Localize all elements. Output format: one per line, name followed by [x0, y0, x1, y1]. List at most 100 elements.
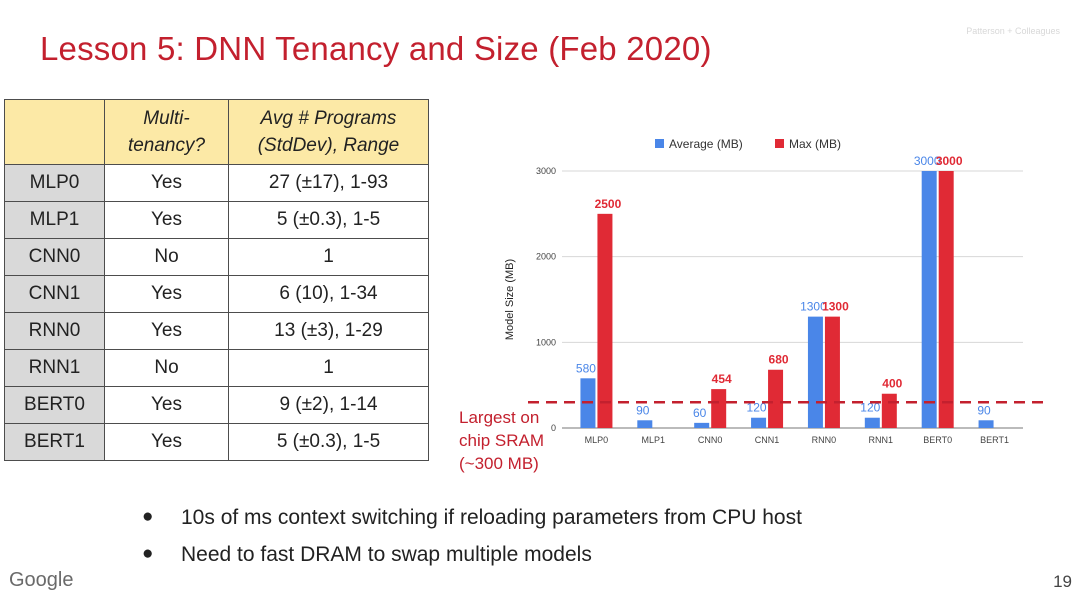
- data-label-max: 2500: [595, 197, 622, 211]
- x-tick-label: CNN1: [755, 435, 780, 445]
- sram-label-line1: Largest on: [459, 408, 540, 427]
- table-row: BERT1 Yes 5 (±0.3), 1-5: [4, 423, 429, 461]
- legend-swatch: [775, 139, 784, 148]
- legend-label: Max (MB): [789, 137, 841, 151]
- x-tick-label: CNN0: [698, 435, 723, 445]
- multi-tenancy-cell: Yes: [104, 312, 229, 350]
- programs-cell: 27 (±17), 1-93: [228, 164, 429, 202]
- x-tick-label: MLP1: [642, 435, 666, 445]
- bar-average: [921, 171, 937, 428]
- header-multi-tenancy-line2: tenancy?: [127, 135, 206, 156]
- table-body: MLP0 Yes 27 (±17), 1-93 MLP1 Yes 5 (±0.3), 1-…: [4, 164, 429, 461]
- bullet-text: 10s of ms context switching if reloading…: [181, 506, 802, 529]
- legend-swatch: [655, 139, 664, 148]
- y-tick-label: 3000: [536, 166, 556, 176]
- model-cell: MLP1: [4, 201, 105, 239]
- data-label-average: 1300: [800, 300, 827, 314]
- bar-average: [807, 316, 823, 428]
- y-axis-label: Model Size (MB): [504, 259, 516, 340]
- data-label-max: 400: [882, 377, 902, 391]
- table-header-row: Multi- tenancy? Avg # Programs (StdDev),…: [4, 99, 429, 165]
- header-avg-programs-line2: (StdDev), Range: [257, 135, 400, 156]
- programs-cell: 13 (±3), 1-29: [228, 312, 429, 350]
- y-tick-label: 2000: [536, 252, 556, 262]
- x-tick-label: MLP0: [585, 435, 609, 445]
- data-label-average: 120: [747, 401, 767, 415]
- header-avg-programs-line1: Avg # Programs: [260, 108, 397, 129]
- model-cell: CNN0: [4, 238, 105, 276]
- model-cell: RNN1: [4, 349, 105, 387]
- multi-tenancy-cell: Yes: [104, 164, 229, 202]
- table-row: MLP1 Yes 5 (±0.3), 1-5: [4, 201, 429, 239]
- data-label-max: 3000: [936, 154, 963, 168]
- model-size-chart: 0 1000 2000 3000 Model Size (MB) 580 2500 MLP0 9…: [504, 137, 1048, 445]
- bullet-item: ● Need to fast DRAM to swap multiple mod…: [142, 543, 802, 580]
- bullet-item: ● 10s of ms context switching if reloadi…: [142, 506, 802, 543]
- multi-tenancy-cell: Yes: [104, 275, 229, 313]
- legend-label: Average (MB): [669, 137, 743, 151]
- model-cell: BERT1: [4, 423, 105, 461]
- watermark: Patterson + Colleagues: [966, 26, 1060, 36]
- programs-cell: 1: [228, 238, 429, 276]
- multi-tenancy-cell: No: [104, 349, 229, 387]
- bar-average: [864, 417, 880, 428]
- data-label-max: 1300: [822, 300, 849, 314]
- sram-label: Largest on chip SRAM (~300 MB): [459, 406, 544, 475]
- x-tick-label: BERT0: [923, 435, 952, 445]
- table-row: CNN0 No 1: [4, 238, 429, 276]
- bar-average: [978, 420, 994, 428]
- y-tick-label: 1000: [536, 337, 556, 347]
- header-multi-tenancy-line1: Multi-: [143, 108, 190, 129]
- x-tick-label: RNN1: [869, 435, 894, 445]
- x-tick-label: BERT1: [980, 435, 1009, 445]
- bullet-text: Need to fast DRAM to swap multiple model…: [181, 543, 592, 566]
- programs-cell: 9 (±2), 1-14: [228, 386, 429, 424]
- bar-max: [824, 316, 840, 428]
- programs-cell: 5 (±0.3), 1-5: [228, 423, 429, 461]
- bullet-dot-icon: ●: [142, 506, 154, 527]
- model-cell: MLP0: [4, 164, 105, 202]
- table-row: CNN1 Yes 6 (10), 1-34: [4, 275, 429, 313]
- multi-tenancy-cell: Yes: [104, 201, 229, 239]
- bar-average: [751, 417, 767, 428]
- sram-label-line2: chip SRAM: [459, 431, 545, 450]
- header-multi-tenancy: Multi- tenancy?: [104, 99, 229, 165]
- model-cell: BERT0: [4, 386, 105, 424]
- bar-max: [938, 171, 954, 428]
- programs-cell: 6 (10), 1-34: [228, 275, 429, 313]
- header-avg-programs: Avg # Programs (StdDev), Range: [228, 99, 429, 165]
- data-label-average: 580: [576, 361, 596, 375]
- bar-average: [694, 422, 710, 428]
- data-label-average: 3000: [914, 154, 941, 168]
- programs-cell: 1: [228, 349, 429, 387]
- tenancy-table: Multi- tenancy? Avg # Programs (StdDev),…: [4, 99, 429, 461]
- table-row: BERT0 Yes 9 (±2), 1-14: [4, 386, 429, 424]
- data-label-average: 90: [636, 403, 650, 417]
- bar-max: [711, 389, 727, 428]
- table-row: MLP0 Yes 27 (±17), 1-93: [4, 164, 429, 202]
- multi-tenancy-cell: No: [104, 238, 229, 276]
- multi-tenancy-cell: Yes: [104, 423, 229, 461]
- bullet-dot-icon: ●: [142, 543, 154, 564]
- data-label-max: 454: [712, 372, 732, 386]
- programs-cell: 5 (±0.3), 1-5: [228, 201, 429, 239]
- google-logo: Google: [9, 569, 74, 591]
- model-cell: RNN0: [4, 312, 105, 350]
- table-row: RNN0 Yes 13 (±3), 1-29: [4, 312, 429, 350]
- multi-tenancy-cell: Yes: [104, 386, 229, 424]
- y-tick-label: 0: [551, 423, 556, 433]
- header-model: [4, 99, 105, 165]
- page-number: 19: [1053, 572, 1072, 591]
- model-cell: CNN1: [4, 275, 105, 313]
- bar-max: [597, 213, 613, 428]
- data-label-average: 60: [693, 406, 707, 420]
- bullet-list: ● 10s of ms context switching if reloadi…: [142, 506, 802, 580]
- bar-max: [881, 393, 897, 428]
- table-row: RNN1 No 1: [4, 349, 429, 387]
- slide-title: Lesson 5: DNN Tenancy and Size (Feb 2020…: [40, 30, 712, 67]
- sram-label-line3: (~300 MB): [459, 454, 539, 473]
- data-label-average: 90: [977, 403, 991, 417]
- bar-average: [637, 420, 653, 428]
- x-tick-label: RNN0: [812, 435, 837, 445]
- data-label-max: 680: [769, 353, 789, 367]
